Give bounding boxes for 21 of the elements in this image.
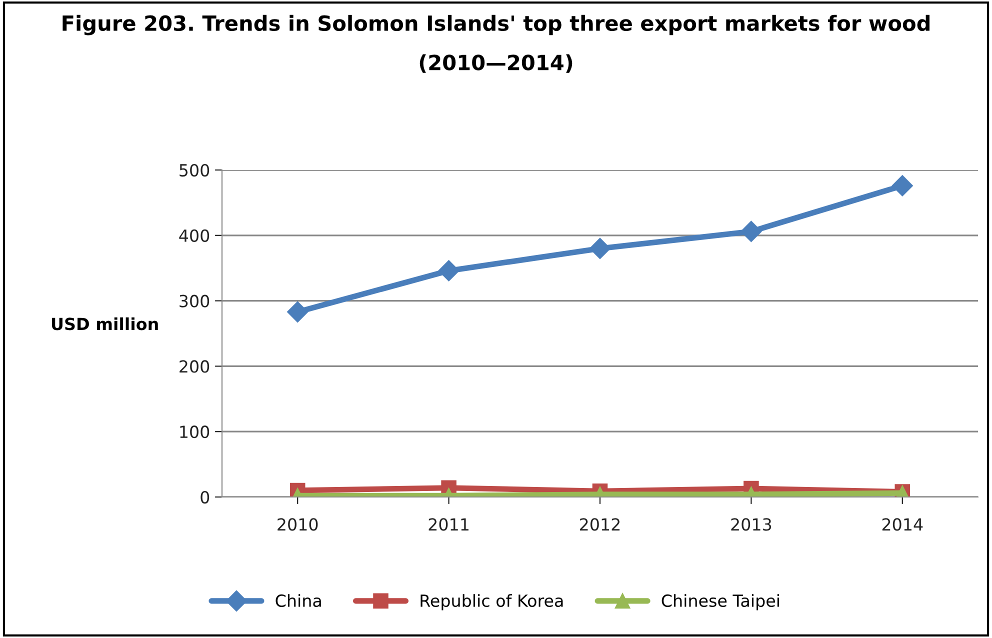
y-tick-label: 400 bbox=[179, 229, 210, 242]
point bbox=[892, 175, 913, 196]
point bbox=[589, 238, 611, 259]
x-tick-label: 2010 bbox=[278, 518, 318, 531]
x-tick-label: 2013 bbox=[731, 518, 772, 531]
y-axis-title: USD million bbox=[52, 317, 158, 330]
point bbox=[740, 220, 762, 242]
x-tick-label: 2011 bbox=[428, 518, 468, 531]
y-tick-label: 100 bbox=[180, 426, 210, 438]
point bbox=[287, 301, 308, 322]
x-tick-label: 2012 bbox=[580, 518, 620, 531]
x-tick-label: 2014 bbox=[882, 518, 923, 531]
y-tick-label: 200 bbox=[180, 360, 210, 373]
legend-label: Chinese Taipei bbox=[662, 594, 779, 610]
point bbox=[438, 260, 460, 282]
chart-title: Figure 203. Trends in Solomon Islands' top three export markets for wood (2010—2014) bbox=[62, 14, 930, 73]
y-tick-label: 0 bbox=[200, 490, 210, 504]
legend-label: China bbox=[276, 594, 321, 608]
y-tick-label: 300 bbox=[180, 294, 210, 308]
y-tick-label: 500 bbox=[180, 164, 210, 177]
legend-label: Republic of Korea bbox=[420, 594, 563, 610]
